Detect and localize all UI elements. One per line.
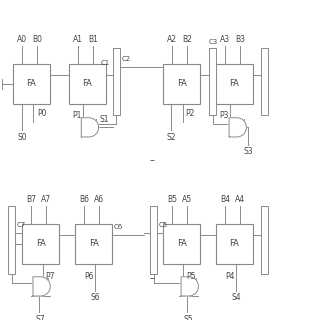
Text: A7: A7: [41, 195, 52, 204]
Text: B3: B3: [235, 35, 245, 44]
Text: A1: A1: [73, 35, 83, 44]
Polygon shape: [33, 277, 50, 296]
Text: A6: A6: [94, 195, 104, 204]
Text: –: –: [149, 273, 155, 284]
Text: C7: C7: [17, 222, 26, 228]
Polygon shape: [229, 118, 246, 137]
Text: FA: FA: [26, 79, 36, 89]
Text: B1: B1: [88, 35, 98, 44]
Text: A3: A3: [220, 35, 230, 44]
FancyBboxPatch shape: [113, 48, 120, 115]
Text: P0: P0: [37, 109, 46, 118]
Text: FA: FA: [177, 79, 187, 89]
Text: S2: S2: [166, 133, 176, 142]
Text: B2: B2: [182, 35, 192, 44]
Text: FA: FA: [89, 239, 99, 249]
Text: C1: C1: [101, 60, 110, 66]
Text: S3: S3: [243, 147, 253, 156]
Text: B5: B5: [167, 195, 177, 204]
Text: S1: S1: [100, 115, 109, 124]
Text: P5: P5: [186, 272, 196, 281]
Text: S4: S4: [231, 293, 241, 302]
Text: P7: P7: [45, 272, 55, 281]
FancyBboxPatch shape: [8, 206, 15, 274]
Text: P2: P2: [185, 109, 195, 118]
Polygon shape: [81, 118, 99, 137]
FancyBboxPatch shape: [209, 48, 216, 115]
Text: A2: A2: [167, 35, 177, 44]
Text: B0: B0: [32, 35, 42, 44]
Text: P4: P4: [225, 272, 235, 281]
Text: C5: C5: [159, 222, 168, 228]
FancyBboxPatch shape: [261, 206, 268, 274]
Text: B6: B6: [79, 195, 89, 204]
FancyBboxPatch shape: [163, 64, 200, 104]
Text: S0: S0: [17, 133, 27, 142]
FancyBboxPatch shape: [75, 224, 112, 264]
Text: FA: FA: [36, 239, 46, 249]
Text: S6: S6: [91, 293, 100, 302]
Text: FA: FA: [229, 239, 239, 249]
Text: FA: FA: [229, 79, 239, 89]
Text: C3: C3: [208, 39, 217, 45]
Text: S7: S7: [36, 315, 45, 320]
Text: –: –: [149, 155, 155, 165]
Text: FA: FA: [82, 79, 92, 89]
FancyBboxPatch shape: [163, 224, 200, 264]
FancyBboxPatch shape: [150, 206, 157, 274]
Text: P6: P6: [84, 272, 94, 281]
FancyBboxPatch shape: [261, 48, 268, 115]
FancyBboxPatch shape: [216, 224, 253, 264]
Text: C2: C2: [121, 56, 131, 62]
Text: C6: C6: [114, 224, 123, 230]
FancyBboxPatch shape: [69, 64, 106, 104]
Text: A0: A0: [17, 35, 27, 44]
Text: B7: B7: [26, 195, 36, 204]
Text: B4: B4: [220, 195, 230, 204]
Text: P3: P3: [219, 111, 228, 120]
FancyBboxPatch shape: [22, 224, 59, 264]
Text: S5: S5: [184, 315, 194, 320]
FancyBboxPatch shape: [216, 64, 253, 104]
Text: A5: A5: [182, 195, 192, 204]
Text: FA: FA: [177, 239, 187, 249]
Polygon shape: [181, 277, 198, 296]
Text: A4: A4: [235, 195, 245, 204]
FancyBboxPatch shape: [13, 64, 50, 104]
Text: P1: P1: [72, 111, 81, 120]
